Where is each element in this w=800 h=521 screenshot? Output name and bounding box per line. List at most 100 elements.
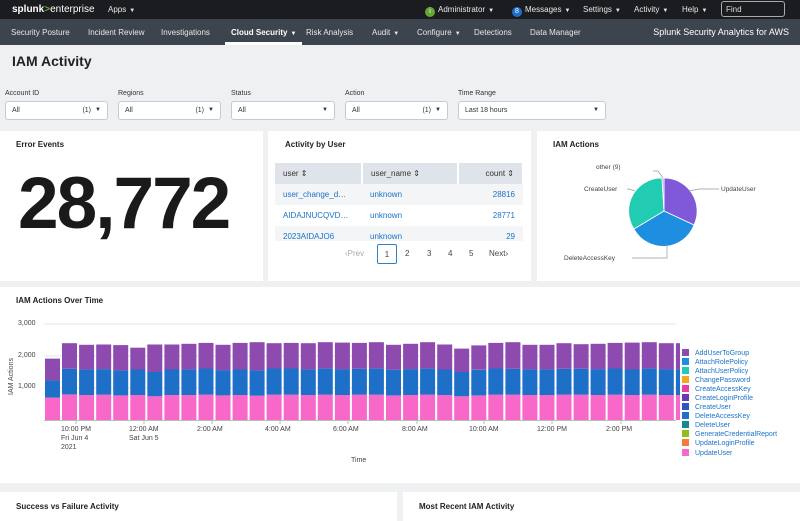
- bar-segment-createuser[interactable]: [45, 358, 60, 381]
- nav-incident-review[interactable]: Incident Review: [88, 28, 145, 37]
- bar-segment-createuser[interactable]: [130, 347, 146, 370]
- bar-segment-createuser[interactable]: [317, 342, 333, 369]
- bar-segment-deleteaccesskey[interactable]: [590, 369, 606, 395]
- bar-segment-deleteaccesskey[interactable]: [573, 368, 589, 395]
- column-header-count[interactable]: count ⇕: [458, 163, 524, 184]
- bar-segment-createuser[interactable]: [522, 344, 538, 370]
- bar-segment-createuser[interactable]: [232, 342, 248, 370]
- bar-segment-createuser[interactable]: [403, 343, 419, 370]
- legend-item[interactable]: ChangePassword: [682, 376, 777, 385]
- bar-segment-deleteaccesskey[interactable]: [624, 369, 640, 395]
- bar-segment-updateuser[interactable]: [590, 395, 606, 420]
- pager-page-3[interactable]: 3: [427, 249, 432, 258]
- bar-segment-deleteaccesskey[interactable]: [164, 369, 180, 395]
- bar-segment-createuser[interactable]: [283, 342, 299, 369]
- cell-user[interactable]: user_change_d…: [275, 184, 362, 205]
- splunk-logo[interactable]: splunk>enterprise: [12, 4, 95, 15]
- bar-segment-createuser[interactable]: [471, 345, 487, 370]
- bar-segment-deleteaccesskey[interactable]: [641, 368, 657, 395]
- bar-segment-deleteaccesskey[interactable]: [232, 369, 248, 395]
- nav-configure[interactable]: Configure ▼: [417, 28, 461, 37]
- bar-segment-deleteaccesskey[interactable]: [198, 368, 214, 395]
- legend-item[interactable]: GenerateCredentialReport: [682, 430, 777, 439]
- bar-segment-updateuser[interactable]: [539, 395, 555, 420]
- bar-segment-createuser[interactable]: [300, 343, 316, 370]
- bar-segment-deleteaccesskey[interactable]: [471, 369, 487, 396]
- bar-segment-createuser[interactable]: [590, 343, 606, 370]
- apps-menu[interactable]: Apps ▼: [108, 5, 136, 14]
- bar-segment-updateuser[interactable]: [317, 394, 333, 420]
- bar-segment-updateuser[interactable]: [79, 395, 95, 420]
- pager-page-1[interactable]: 1: [377, 244, 397, 264]
- bar-segment-createuser[interactable]: [249, 342, 265, 371]
- bar-segment-updateuser[interactable]: [181, 395, 197, 420]
- bar-segment-updateuser[interactable]: [334, 395, 350, 420]
- bar-segment-updateuser[interactable]: [96, 394, 112, 420]
- bar-segment-updateuser[interactable]: [283, 394, 299, 420]
- bar-segment-deleteaccesskey[interactable]: [79, 369, 95, 395]
- bar-segment-createuser[interactable]: [368, 342, 384, 369]
- bar-segment-createuser[interactable]: [96, 344, 112, 370]
- bar-segment-deleteaccesskey[interactable]: [113, 370, 129, 396]
- bar-segment-deleteaccesskey[interactable]: [658, 369, 674, 395]
- bar-segment-updateuser[interactable]: [113, 395, 129, 420]
- bar-segment-updateuser[interactable]: [471, 395, 487, 420]
- bar-segment-updateuser[interactable]: [641, 394, 657, 420]
- administrator-menu[interactable]: i Administrator ▼: [425, 5, 494, 17]
- bar-segment-createuser[interactable]: [113, 345, 129, 371]
- bar-segment-updateuser[interactable]: [420, 394, 436, 420]
- legend-item[interactable]: CreateAccessKey: [682, 385, 777, 394]
- messages-menu[interactable]: 8 Messages ▼: [512, 5, 570, 17]
- bar-segment-createuser[interactable]: [420, 342, 436, 369]
- bar-segment-deleteaccesskey[interactable]: [556, 368, 572, 395]
- bar-segment-createuser[interactable]: [658, 343, 674, 370]
- pie-slice-create-user[interactable]: [628, 177, 665, 230]
- bar-segment-updateuser[interactable]: [488, 394, 504, 420]
- pager-next-button[interactable]: Next›: [489, 249, 509, 258]
- cell-user[interactable]: AIDAJNUCQVD…: [283, 211, 349, 220]
- legend-item[interactable]: UpdateUser: [682, 448, 777, 458]
- bar-segment-updateuser[interactable]: [164, 395, 180, 420]
- nav-data-manager[interactable]: Data Manager: [530, 28, 581, 37]
- table-row[interactable]: user_change_d… unknown 28816: [275, 184, 523, 205]
- bar-segment-createuser[interactable]: [488, 342, 504, 369]
- bar-segment-deleteaccesskey[interactable]: [522, 369, 538, 395]
- cell-user-name[interactable]: unknown: [362, 184, 458, 205]
- pager-page-2[interactable]: 2: [405, 249, 410, 258]
- nav-security-posture[interactable]: Security Posture: [11, 28, 70, 37]
- column-header-user-name[interactable]: user_name ⇕: [362, 163, 459, 184]
- nav-risk-analysis[interactable]: Risk Analysis: [306, 28, 354, 37]
- bar-segment-updateuser[interactable]: [437, 395, 453, 420]
- bar-segment-createuser[interactable]: [539, 344, 555, 370]
- column-header-user[interactable]: user ⇕: [275, 163, 363, 184]
- bar-segment-deleteaccesskey[interactable]: [249, 370, 265, 396]
- bar-segment-deleteaccesskey[interactable]: [488, 368, 504, 395]
- bar-segment-updateuser[interactable]: [522, 395, 538, 420]
- cell-count[interactable]: 28816: [458, 184, 523, 205]
- bar-segment-updateuser[interactable]: [658, 395, 674, 420]
- activity-menu[interactable]: Activity ▼: [634, 5, 669, 14]
- bar-segment-deleteaccesskey[interactable]: [317, 368, 333, 395]
- action-select[interactable]: All (1) ▼: [345, 101, 448, 120]
- bar-segment-createuser[interactable]: [505, 342, 521, 369]
- bar-segment-deleteaccesskey[interactable]: [45, 380, 60, 398]
- bar-segment-deleteaccesskey[interactable]: [437, 369, 453, 395]
- bar-segment-updateuser[interactable]: [62, 394, 77, 420]
- bar-segment-deleteaccesskey[interactable]: [283, 368, 299, 395]
- bar-segment-deleteaccesskey[interactable]: [368, 368, 384, 395]
- bar-segment-deleteaccesskey[interactable]: [181, 369, 197, 395]
- table-row[interactable]: AIDAJNUCQVD… unknown 28771: [275, 205, 523, 226]
- pager-page-4[interactable]: 4: [448, 249, 453, 258]
- bar-segment-createuser[interactable]: [334, 342, 350, 370]
- bar-segment-updateuser[interactable]: [198, 394, 214, 420]
- pie-slice-delete-access-key[interactable]: [633, 210, 695, 247]
- bar-segment-createuser[interactable]: [266, 343, 282, 369]
- bar-segment-updateuser[interactable]: [624, 395, 640, 420]
- nav-audit[interactable]: Audit ▼: [372, 28, 400, 37]
- bar-segment-updateuser[interactable]: [368, 394, 384, 420]
- bar-segment-deleteaccesskey[interactable]: [403, 369, 419, 395]
- bar-segment-updateuser[interactable]: [266, 394, 282, 420]
- bar-segment-updateuser[interactable]: [300, 395, 316, 420]
- bar-segment-updateuser[interactable]: [249, 395, 265, 420]
- legend-item[interactable]: CreateUser: [682, 403, 777, 412]
